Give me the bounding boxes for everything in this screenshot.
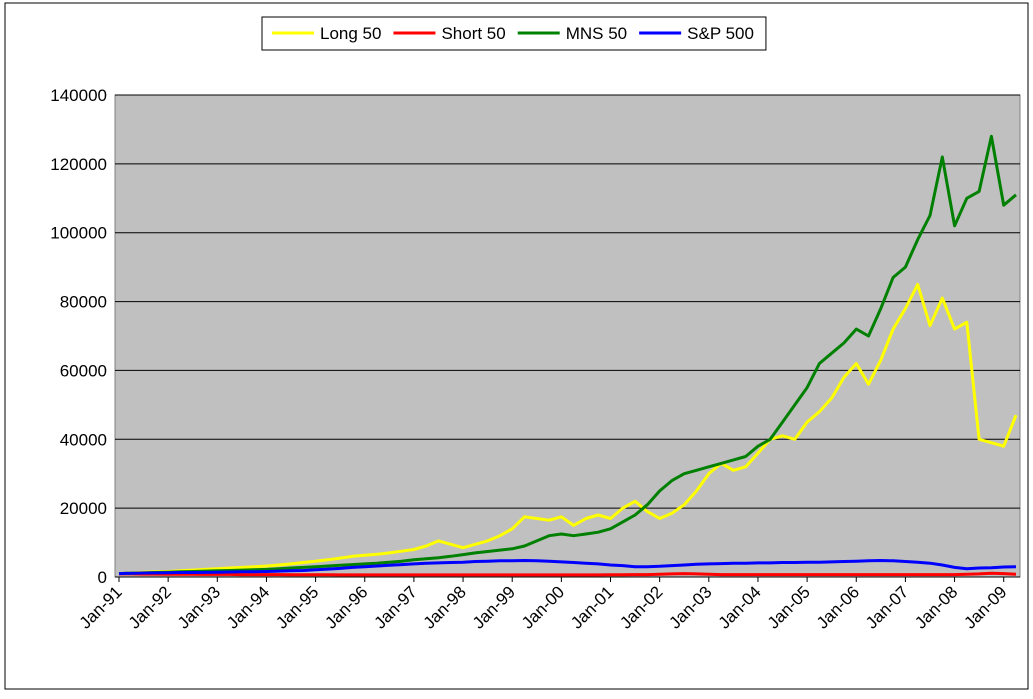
series-line: [118, 134, 1017, 576]
y-tick-label: 0: [98, 568, 107, 587]
legend-box: [261, 16, 767, 51]
y-tick-label: 100000: [50, 224, 107, 243]
y-tick-label: 140000: [50, 86, 107, 105]
y-tick-label: 20000: [60, 499, 107, 518]
y-tick-label: 60000: [60, 361, 107, 380]
series-line: [119, 571, 1017, 577]
y-tick-label: 80000: [60, 293, 107, 312]
legend-label: Long 50: [320, 24, 381, 43]
series-line: [118, 282, 1018, 576]
series-line: [118, 559, 1017, 576]
legend-label: S&P 500: [687, 24, 754, 43]
y-tick-label: 40000: [60, 430, 107, 449]
legend-label: MNS 50: [566, 24, 627, 43]
plot-area: [114, 94, 1021, 578]
legend-label: Short 50: [441, 24, 505, 43]
y-tick-label: 120000: [50, 155, 107, 174]
